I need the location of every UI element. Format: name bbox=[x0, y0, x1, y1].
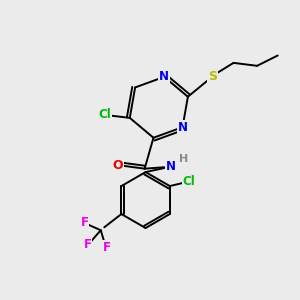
Text: F: F bbox=[81, 216, 88, 230]
Text: F: F bbox=[103, 242, 111, 254]
Text: N: N bbox=[166, 160, 176, 173]
Text: Cl: Cl bbox=[98, 108, 111, 122]
Text: N: N bbox=[159, 70, 169, 83]
Text: S: S bbox=[208, 70, 217, 83]
Text: H: H bbox=[179, 154, 188, 164]
Text: N: N bbox=[178, 121, 188, 134]
Text: O: O bbox=[113, 159, 123, 172]
Text: Cl: Cl bbox=[183, 175, 195, 188]
Text: F: F bbox=[83, 238, 92, 251]
